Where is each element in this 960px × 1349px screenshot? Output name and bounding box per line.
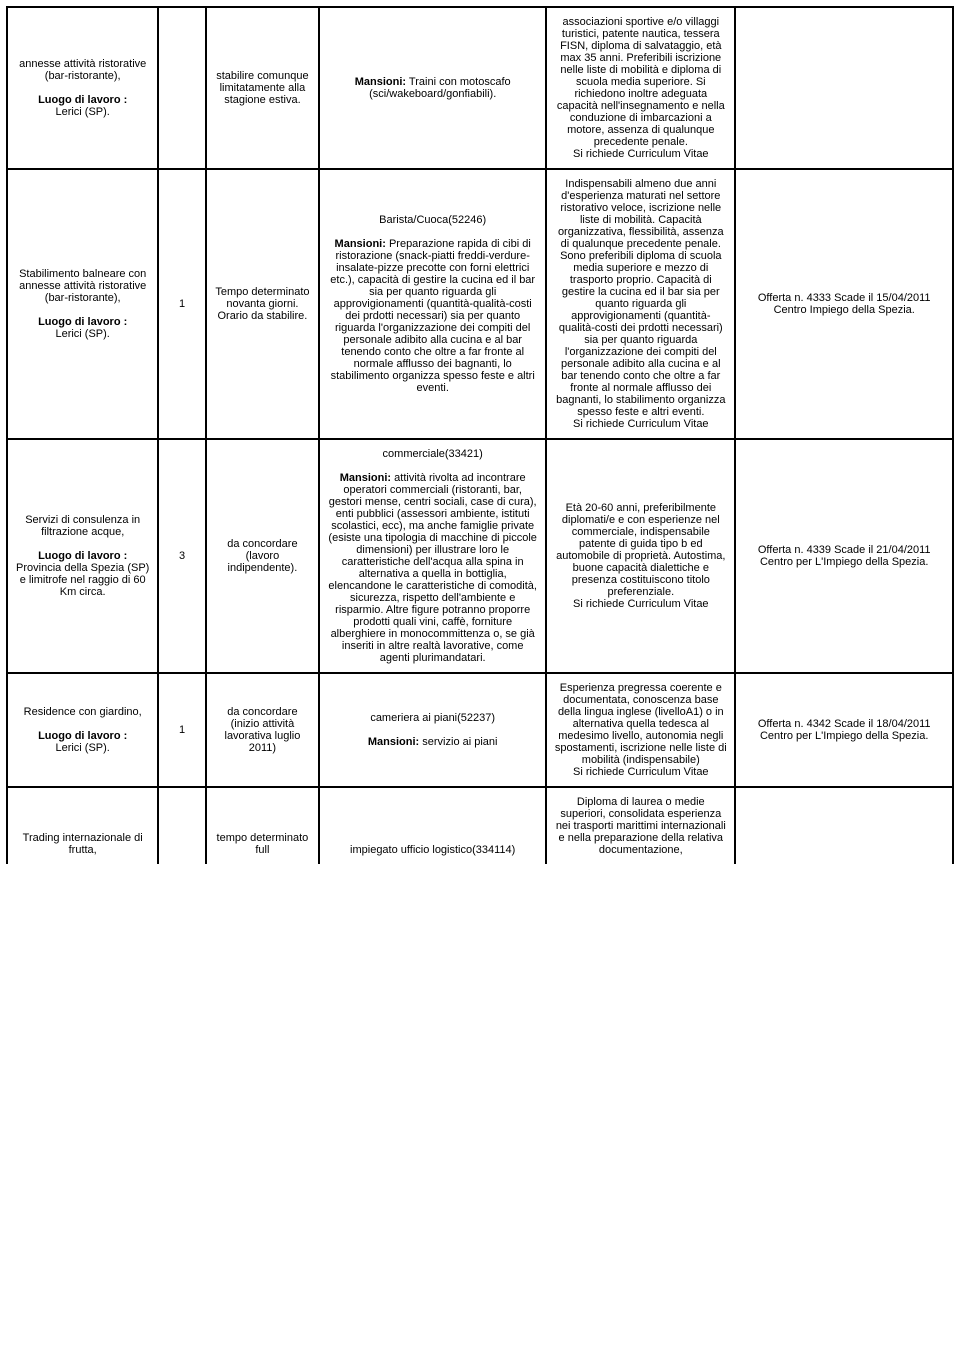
cell-contract: da concordare (lavoro indipendente).	[206, 439, 320, 673]
offer-line1: Offerta n. 4339 Scade il 21/04/2011	[758, 544, 931, 556]
mansioni-label: Mansioni:	[355, 76, 406, 88]
req-cv: Si richiede Curriculum Vitae	[573, 148, 709, 160]
cell-offer: Offerta n. 4339 Scade il 21/04/2011 Cent…	[735, 439, 953, 673]
table-row: Trading internazionale di frutta, tempo …	[7, 787, 953, 864]
cell-contract: Tempo determinato novanta giorni. Orario…	[206, 169, 320, 439]
cell-requirements: Esperienza pregressa coerente e document…	[546, 673, 735, 787]
luogo-value: Provincia della Spezia (SP) e limitrofe …	[16, 562, 149, 598]
mansioni-label: Mansioni:	[368, 736, 419, 748]
offer-line1: Offerta n. 4333 Scade il 15/04/2011	[758, 292, 931, 304]
cell-count	[158, 787, 205, 864]
cell-offer: Offerta n. 4342 Scade il 18/04/2011 Cent…	[735, 673, 953, 787]
table-row: Stabilimento balneare con annesse attivi…	[7, 169, 953, 439]
cell-requirements: associazioni sportive e/o villaggi turis…	[546, 7, 735, 169]
offer-line2: Centro per L'Impiego della Spezia.	[760, 556, 928, 568]
mansioni-text: attività rivolta ad incontrare operatori…	[328, 472, 537, 664]
luogo-value: Lerici (SP).	[55, 106, 109, 118]
cell-count: 3	[158, 439, 205, 673]
cell-contract: da concordare (inizio attività lavorativ…	[206, 673, 320, 787]
offer-line1: Offerta n. 4342 Scade il 18/04/2011	[758, 718, 931, 730]
req-cv: Si richiede Curriculum Vitae	[573, 418, 709, 430]
employer-desc: Stabilimento balneare con annesse attivi…	[19, 268, 146, 304]
cell-job: commerciale(33421) Mansioni: attività ri…	[319, 439, 546, 673]
table-row: annesse attività ristorative (bar-ristor…	[7, 7, 953, 169]
cell-employer: Trading internazionale di frutta,	[7, 787, 158, 864]
employer-desc: annesse attività ristorative (bar-ristor…	[19, 58, 146, 82]
cell-employer: Stabilimento balneare con annesse attivi…	[7, 169, 158, 439]
luogo-label: Luogo di lavoro :	[38, 316, 127, 328]
job-title: commerciale(33421)	[383, 448, 483, 460]
cell-contract: stabilire comunque limitatamente alla st…	[206, 7, 320, 169]
job-listings-table: annesse attività ristorative (bar-ristor…	[6, 6, 954, 864]
employer-desc: Trading internazionale di frutta,	[23, 832, 143, 856]
table-row: Servizi di consulenza in filtrazione acq…	[7, 439, 953, 673]
table-row: Residence con giardino, Luogo di lavoro …	[7, 673, 953, 787]
cell-requirements: Diploma di laurea o medie superiori, con…	[546, 787, 735, 864]
cell-employer: Servizi di consulenza in filtrazione acq…	[7, 439, 158, 673]
req-cv: Si richiede Curriculum Vitae	[573, 598, 709, 610]
cell-offer	[735, 787, 953, 864]
cell-contract: tempo determinato full	[206, 787, 320, 864]
cell-offer	[735, 7, 953, 169]
cell-employer: annesse attività ristorative (bar-ristor…	[7, 7, 158, 169]
req-text: Età 20-60 anni, preferibilmente diplomat…	[556, 502, 725, 598]
job-title: cameriera ai piani(52237)	[370, 712, 495, 724]
mansioni-text: servizio ai piani	[419, 736, 497, 748]
offer-line2: Centro Impiego della Spezia.	[774, 304, 915, 316]
job-title: impiegato ufficio logistico(334114)	[350, 844, 515, 856]
cell-requirements: Indispensabili almeno due anni d'esperie…	[546, 169, 735, 439]
cell-count: 1	[158, 169, 205, 439]
luogo-value: Lerici (SP).	[55, 742, 109, 754]
cell-job: cameriera ai piani(52237) Mansioni: serv…	[319, 673, 546, 787]
cell-job: Barista/Cuoca(52246) Mansioni: Preparazi…	[319, 169, 546, 439]
job-title: Barista/Cuoca(52246)	[379, 214, 486, 226]
cell-offer: Offerta n. 4333 Scade il 15/04/2011 Cent…	[735, 169, 953, 439]
req-text: Esperienza pregressa coerente e document…	[555, 682, 727, 766]
req-text: Indispensabili almeno due anni d'esperie…	[556, 178, 725, 418]
req-cv: Si richiede Curriculum Vitae	[573, 766, 709, 778]
req-text: associazioni sportive e/o villaggi turis…	[557, 16, 725, 148]
employer-desc: Residence con giardino,	[24, 706, 142, 718]
luogo-label: Luogo di lavoro :	[38, 550, 127, 562]
cell-count: 1	[158, 673, 205, 787]
offer-line2: Centro per L'Impiego della Spezia.	[760, 730, 928, 742]
cell-employer: Residence con giardino, Luogo di lavoro …	[7, 673, 158, 787]
luogo-label: Luogo di lavoro :	[38, 94, 127, 106]
cell-job: Mansioni: Traini con motoscafo (sci/wake…	[319, 7, 546, 169]
employer-desc: Servizi di consulenza in filtrazione acq…	[25, 514, 140, 538]
luogo-value: Lerici (SP).	[55, 328, 109, 340]
cell-requirements: Età 20-60 anni, preferibilmente diplomat…	[546, 439, 735, 673]
req-text: Diploma di laurea o medie superiori, con…	[556, 796, 726, 856]
mansioni-label: Mansioni:	[340, 472, 391, 484]
cell-count	[158, 7, 205, 169]
cell-job: impiegato ufficio logistico(334114)	[319, 787, 546, 864]
mansioni-text: Preparazione rapida di cibi di ristorazi…	[330, 238, 535, 394]
mansioni-label: Mansioni:	[335, 238, 386, 250]
luogo-label: Luogo di lavoro :	[38, 730, 127, 742]
